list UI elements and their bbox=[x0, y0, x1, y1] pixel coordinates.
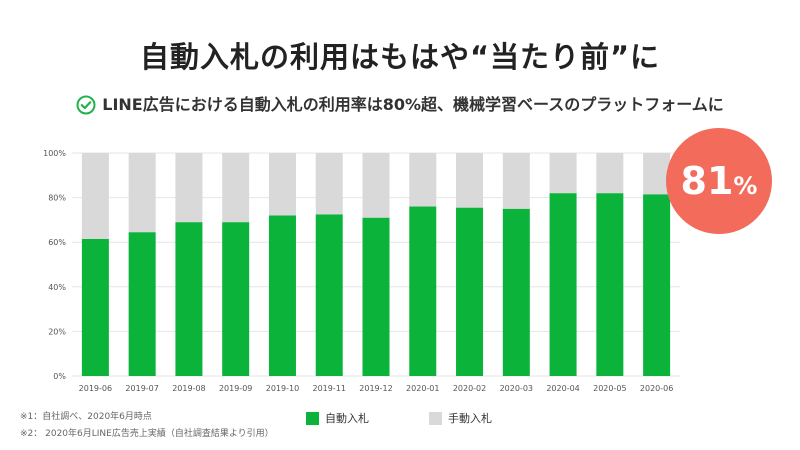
x-tick-label: 2020-02 bbox=[453, 384, 486, 393]
bar-manual bbox=[128, 153, 156, 233]
y-tick-label: 60% bbox=[48, 238, 66, 247]
bar-auto bbox=[643, 194, 671, 376]
bar-auto bbox=[409, 206, 437, 376]
badge-value: 81 bbox=[680, 159, 734, 203]
x-tick-label: 2020-06 bbox=[640, 384, 673, 393]
bar-manual bbox=[81, 153, 109, 239]
bar-auto bbox=[549, 193, 577, 376]
bar-manual bbox=[175, 153, 203, 223]
bar-manual bbox=[596, 153, 624, 194]
y-tick-label: 20% bbox=[48, 327, 66, 336]
bar-manual bbox=[315, 153, 343, 215]
x-tick-label: 2019-10 bbox=[266, 384, 299, 393]
check-circle-icon bbox=[76, 95, 96, 119]
legend-swatch-auto bbox=[306, 411, 319, 425]
bar-auto bbox=[456, 207, 484, 376]
legend-swatch-manual bbox=[429, 411, 442, 425]
bar-auto bbox=[596, 193, 624, 376]
bar-auto bbox=[315, 214, 343, 376]
footnote-1: ※1：自社調べ、2020年6月時点 bbox=[20, 412, 152, 422]
y-tick-label: 80% bbox=[48, 194, 66, 203]
bar-auto bbox=[128, 232, 156, 376]
legend-item-auto: 自動入札 bbox=[306, 410, 369, 426]
badge-unit: % bbox=[733, 172, 758, 200]
x-tick-label: 2019-07 bbox=[125, 384, 158, 393]
bar-manual bbox=[409, 153, 437, 207]
y-tick-label: 40% bbox=[48, 283, 66, 292]
x-tick-label: 2019-12 bbox=[359, 384, 392, 393]
y-tick-label: 0% bbox=[53, 372, 66, 381]
y-tick-label: 100% bbox=[43, 149, 66, 158]
subtitle: LINE広告における自動入札の利用率は80%超、機械学習ベースのプラットフォーム… bbox=[0, 91, 800, 119]
legend-label-manual: 手動入札 bbox=[448, 412, 492, 425]
footnotes: ※1：自社調べ、2020年6月時点 ※2： 2020年6月LINE広告売上実績（… bbox=[20, 409, 274, 443]
x-tick-label: 2019-11 bbox=[313, 384, 346, 393]
legend-item-manual: 手動入札 bbox=[429, 410, 492, 426]
x-tick-label: 2019-09 bbox=[219, 384, 252, 393]
bar-auto bbox=[175, 222, 203, 376]
bar-auto bbox=[222, 222, 250, 376]
footnote-2: ※2： 2020年6月LINE広告売上実績（自社調査結果より引用） bbox=[20, 429, 274, 439]
bar-manual bbox=[549, 153, 577, 194]
bar-manual bbox=[456, 153, 484, 208]
bar-auto bbox=[268, 215, 296, 376]
x-tick-label: 2019-06 bbox=[79, 384, 112, 393]
x-tick-label: 2020-01 bbox=[406, 384, 439, 393]
chart-legend: 自動入札 手動入札 bbox=[306, 410, 492, 426]
usage-rate-badge: 81% bbox=[666, 128, 772, 234]
bar-auto bbox=[362, 217, 390, 376]
bar-manual bbox=[643, 153, 671, 195]
bar-manual bbox=[502, 153, 530, 209]
x-tick-label: 2020-03 bbox=[500, 384, 533, 393]
bar-manual bbox=[222, 153, 250, 223]
bar-auto bbox=[502, 208, 530, 376]
x-tick-label: 2020-05 bbox=[593, 384, 626, 393]
bar-manual bbox=[268, 153, 296, 216]
x-tick-label: 2020-04 bbox=[546, 384, 579, 393]
bar-auto bbox=[81, 238, 109, 376]
page-title: 自動入札の利用はもはや“当たり前”に bbox=[139, 40, 661, 74]
bar-manual bbox=[362, 153, 390, 218]
legend-label-auto: 自動入札 bbox=[325, 412, 369, 425]
subtitle-text: LINE広告における自動入札の利用率は80%超、機械学習ベースのプラットフォーム… bbox=[102, 95, 724, 114]
x-tick-label: 2019-08 bbox=[172, 384, 205, 393]
